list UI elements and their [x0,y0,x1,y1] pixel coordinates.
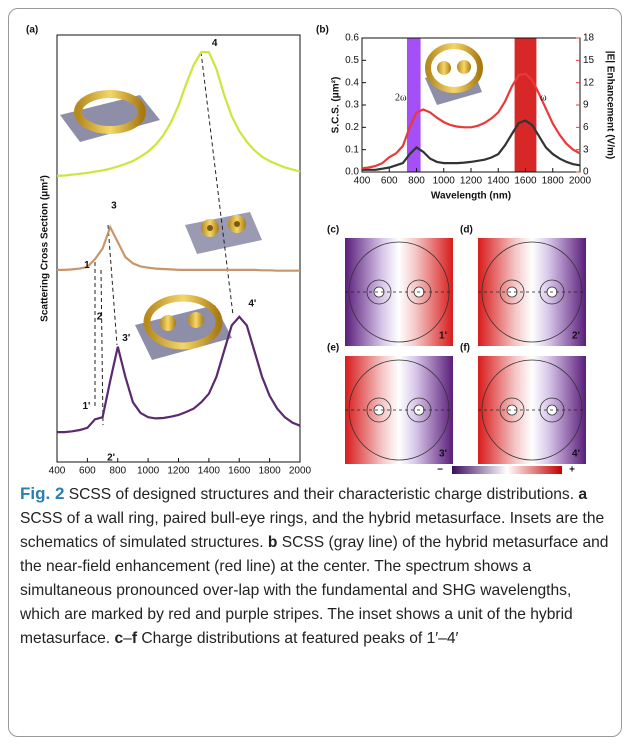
caption-bold: c [114,630,123,647]
x-tick-label: 1000 [433,176,456,187]
band-label: ω [540,92,547,103]
x-tick-label: 600 [381,176,398,187]
x-tick-label: 600 [79,466,96,477]
x-tick-label: 400 [49,466,66,477]
panel-label: (e) [327,343,339,354]
colorbar-high: + [569,465,575,476]
caption: Fig. 2 SCSS of designed structures and t… [20,482,612,651]
peak-label: 2' [107,452,115,463]
peak-label: 1' [439,331,447,342]
colorbar-low: − [437,465,443,476]
band-label: 2ω [395,92,407,103]
panel-label: (d) [460,225,473,236]
panel-label: (b) [316,25,329,36]
peak-label: 2' [572,331,580,342]
peak-label: 4' [572,449,580,460]
caption-bold: Fig. 2 [20,484,64,503]
panel-label: (c) [327,225,339,236]
x-tick-label: 800 [408,176,425,187]
x-tick-label: 1600 [514,176,537,187]
y-tick-label: 0.5 [345,55,359,66]
x-tick-label: 2000 [289,466,312,477]
y2-tick-label: 6 [583,122,589,133]
stripe [407,38,421,172]
peak-label: 1' [82,401,90,412]
caption-text: – [123,630,132,647]
colorbar [452,466,562,474]
y-axis-label: S.C.S. (μm²) [331,77,342,134]
x-tick-label: 800 [109,466,126,477]
stripe [515,38,537,172]
y-tick-label: 0.0 [345,167,359,178]
y-tick-label: 0.3 [345,100,359,111]
x-tick-label: 1600 [228,466,251,477]
peak-label: 1 [84,260,90,271]
y2-tick-label: 0 [583,167,589,178]
y2-tick-label: 9 [583,100,589,111]
y-tick-label: 0.1 [345,144,359,155]
y2-axis-label: |E| Enhancement (V/m) [604,51,615,159]
peak-label: 3' [439,449,447,460]
panel-label: (f) [460,343,470,354]
x-tick-label: 1200 [167,466,190,477]
y-tick-label: 0.2 [345,122,359,133]
y-tick-label: 0.6 [345,33,359,44]
y-axis-label: Scattering Cross Section (μm²) [40,175,51,322]
peak-label: 4' [248,299,256,310]
caption-text: Charge distributions at featured peaks o… [137,630,458,647]
x-tick-label: 1400 [198,466,221,477]
x-tick-label: 1200 [460,176,483,187]
series-line [57,227,300,271]
peak-label: 2 [97,311,103,322]
caption-bold: b [268,534,278,551]
x-tick-label: 1000 [137,466,160,477]
x-tick-label: 1800 [259,466,282,477]
x-tick-label: 1800 [542,176,565,187]
y2-tick-label: 12 [583,77,595,88]
panel-label: (a) [26,25,38,36]
y2-tick-label: 18 [583,33,595,44]
peak-label: 4 [212,38,218,49]
x-axis-label: Wavelength (nm) [431,191,511,202]
inset-b [425,46,482,105]
peak-label: 3 [111,200,117,211]
peak-label: 3' [122,333,130,344]
y-tick-label: 0.4 [345,77,359,88]
caption-text: SCSS of designed structures and their ch… [64,486,578,503]
y2-tick-label: 3 [583,144,589,155]
inset-hybrid [135,298,232,360]
x-tick-label: 1400 [487,176,510,187]
inset-ring [60,94,160,142]
figure: (a)400600800100012001400160018002000Wave… [0,0,630,480]
caption-bold: a [578,486,587,503]
page: (a)400600800100012001400160018002000Wave… [0,0,630,745]
y2-tick-label: 15 [583,55,595,66]
